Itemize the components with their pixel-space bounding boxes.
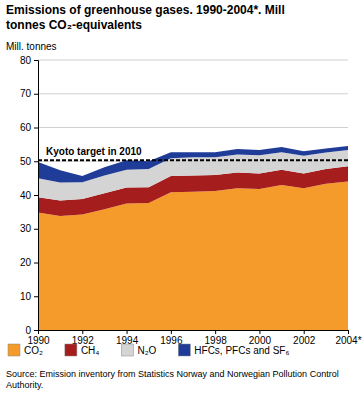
legend-label: CH₄: [81, 345, 100, 356]
tick-mark: [348, 330, 349, 334]
tick: 2004*: [335, 330, 361, 346]
tick-mark: [259, 330, 260, 334]
tick-label: 10: [20, 291, 32, 302]
axis-line: [34, 61, 39, 331]
tick-mark: [127, 330, 128, 334]
tick-mark: [34, 128, 38, 129]
tick: 1998: [205, 330, 228, 346]
text-line: tonnes CO₂-equivalents: [6, 18, 142, 32]
legend-item: CH₄: [65, 344, 100, 356]
legend-swatch: [178, 344, 190, 356]
y-axis: 0 10 20 30 40 50 60 70 80: [20, 55, 39, 336]
tick: 1996: [160, 330, 183, 346]
legend-item: N₂O: [121, 344, 156, 356]
text-line: Emissions of greenhouse gases. 1990-2004…: [6, 3, 285, 17]
tick: 60: [20, 122, 38, 133]
tick-label: 50: [20, 156, 32, 167]
source: Source: Emission inventory from Statisti…: [6, 369, 339, 390]
y-label: Mill. tonnes: [6, 41, 57, 52]
area: [38, 146, 348, 182]
tick: 40: [20, 190, 38, 201]
legend-item: HFCs, PFCs and SF₆: [178, 344, 289, 356]
tick: 80: [20, 55, 38, 66]
tick-label: 2004*: [335, 335, 361, 346]
tick-mark: [304, 330, 305, 334]
legend: CO₂ CH₄ N₂O HFCs, PFCs and SF₆: [8, 344, 289, 356]
tick-mark: [215, 330, 216, 334]
tick: 30: [20, 223, 38, 234]
tick: 1994: [116, 330, 139, 346]
tick-mark: [34, 60, 38, 61]
tick-label: 40: [20, 190, 32, 201]
tick-label: 60: [20, 122, 32, 133]
legend-swatch: [65, 344, 77, 356]
tick-mark: [34, 330, 38, 331]
grid: [38, 60, 348, 330]
legend-swatch: [121, 344, 133, 356]
title: Emissions of greenhouse gases. 1990-2004…: [6, 3, 285, 32]
tick-mark: [34, 229, 38, 230]
tick: 20: [20, 257, 38, 268]
text-line: Authority.: [6, 380, 43, 390]
tick-label: 2002: [293, 335, 316, 346]
tick-mark: [171, 330, 172, 334]
legend-label: CO₂: [24, 345, 43, 356]
tick-mark: [38, 330, 39, 334]
tick-mark: [34, 94, 38, 95]
tick-mark: [82, 330, 83, 334]
grid-line: [38, 127, 348, 128]
tick: 10: [20, 291, 38, 302]
tick-label: 20: [20, 257, 32, 268]
axis-line: [39, 331, 349, 335]
legend-label: HFCs, PFCs and SF₆: [194, 345, 289, 356]
legend-label: N₂O: [137, 345, 156, 356]
tick-mark: [34, 296, 38, 297]
tick-mark: [34, 195, 38, 196]
tick-label: 30: [20, 223, 32, 234]
tick-label: 70: [20, 88, 32, 99]
grid-line: [38, 60, 348, 61]
tick: 2000: [249, 330, 272, 346]
target-line: [38, 159, 348, 161]
tick: 70: [20, 88, 38, 99]
x-axis: 1990 1992 1994 1996 1998 2000 2002 2004*: [27, 330, 361, 346]
target-label: Kyoto target in 2010: [46, 146, 142, 157]
text-line: Source: Emission inventory from Statisti…: [6, 369, 339, 379]
legend-item: CO₂: [8, 344, 43, 356]
plot-area: [38, 146, 348, 330]
tick-label: 0: [25, 325, 31, 336]
tick-mark: [34, 263, 38, 264]
legend-swatch: [8, 344, 20, 356]
tick: 2002: [293, 330, 316, 346]
tick: 50: [20, 156, 38, 167]
tick-label: 80: [20, 55, 32, 66]
tick: 1992: [72, 330, 95, 346]
tick: 0: [25, 325, 38, 336]
tick: 1990: [27, 330, 50, 346]
grid-line: [38, 93, 348, 94]
tick-mark: [34, 161, 38, 162]
